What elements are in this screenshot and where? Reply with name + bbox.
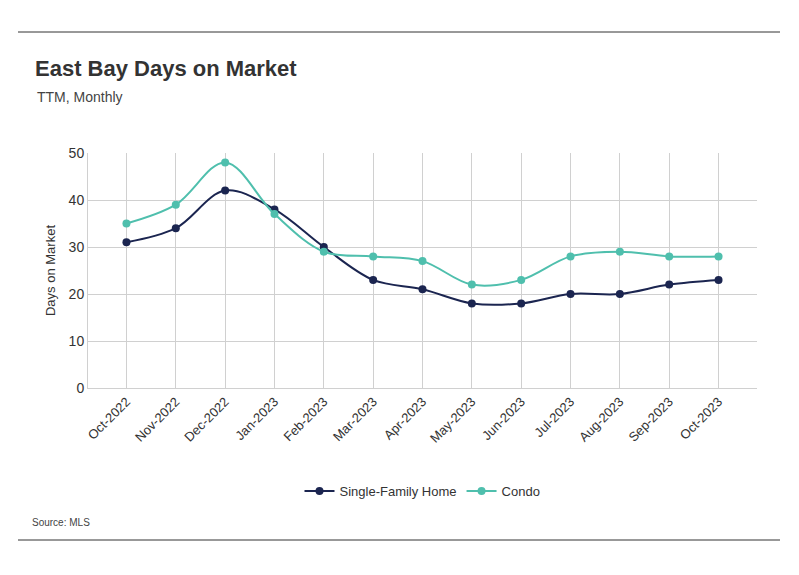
svg-text:30: 30 [69, 239, 85, 255]
svg-text:Oct-2023: Oct-2023 [677, 394, 725, 442]
svg-text:Days on Market: Days on Market [43, 225, 58, 316]
svg-text:Mar-2023: Mar-2023 [330, 394, 380, 444]
svg-text:50: 50 [69, 145, 85, 161]
svg-text:Apr-2023: Apr-2023 [381, 394, 429, 442]
svg-text:Source: MLS: Source: MLS [32, 517, 90, 528]
svg-text:10: 10 [69, 333, 85, 349]
svg-text:TTM, Monthly: TTM, Monthly [37, 89, 123, 105]
svg-text:40: 40 [69, 192, 85, 208]
svg-text:Feb-2023: Feb-2023 [281, 394, 331, 444]
svg-text:0: 0 [76, 380, 84, 396]
svg-text:May-2023: May-2023 [427, 394, 478, 445]
svg-text:Jun-2023: Jun-2023 [479, 394, 528, 443]
svg-text:East Bay Days on Market: East Bay Days on Market [35, 56, 297, 81]
svg-text:Oct-2022: Oct-2022 [85, 394, 133, 442]
svg-text:Dec-2022: Dec-2022 [181, 394, 231, 444]
svg-text:Nov-2022: Nov-2022 [132, 394, 182, 444]
svg-text:Aug-2023: Aug-2023 [576, 394, 626, 444]
svg-text:Single-Family Home: Single-Family Home [340, 484, 457, 499]
svg-text:Jan-2023: Jan-2023 [232, 394, 281, 443]
svg-text:20: 20 [69, 286, 85, 302]
svg-text:Jul-2023: Jul-2023 [531, 394, 577, 440]
svg-text:Sep-2023: Sep-2023 [625, 394, 675, 444]
svg-text:Condo: Condo [502, 484, 540, 499]
